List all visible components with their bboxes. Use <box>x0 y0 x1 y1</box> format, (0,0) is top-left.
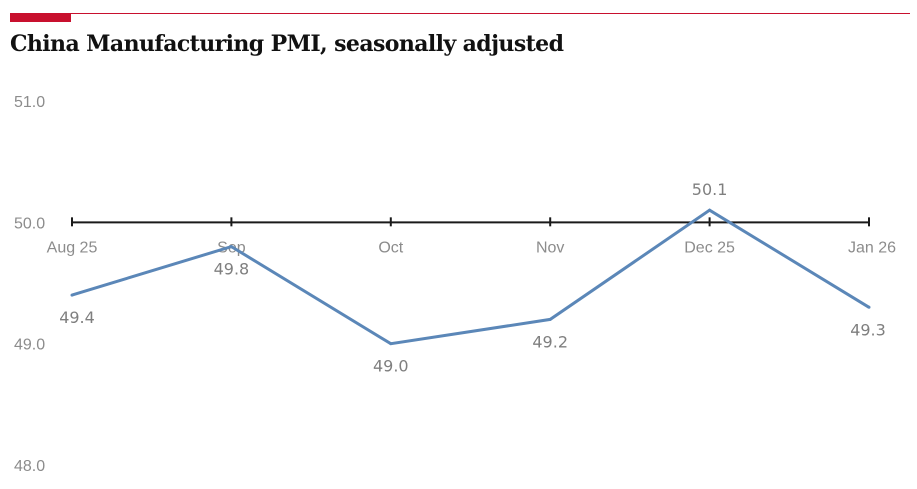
accent-bar <box>10 13 71 22</box>
y-tick-label: 48.0 <box>14 458 45 475</box>
top-rule <box>10 13 910 14</box>
data-label: 49.4 <box>59 308 95 327</box>
series-line <box>71 208 870 346</box>
chart-title: China Manufacturing PMI, seasonally adju… <box>10 31 564 57</box>
y-axis-labels: 51.0 50.0 49.0 48.0 <box>14 94 45 475</box>
data-point <box>229 245 233 249</box>
data-point <box>70 293 74 297</box>
y-tick-label: 51.0 <box>14 94 45 111</box>
x-tick-label: Jan 26 <box>848 239 896 256</box>
x-tick-label: Oct <box>378 239 403 256</box>
data-point <box>389 342 393 346</box>
data-point <box>548 317 552 321</box>
x-tick-label: Nov <box>536 239 564 256</box>
data-label: 50.1 <box>692 180 728 199</box>
x-tick-label: Aug 25 <box>47 239 98 256</box>
series-group <box>70 208 871 346</box>
baseline-axis <box>71 217 870 227</box>
data-labels: 49.4 49.8 49.0 49.2 50.1 49.3 <box>59 180 886 375</box>
data-label: 49.2 <box>532 332 568 351</box>
data-label: 49.3 <box>850 320 886 339</box>
data-label: 49.0 <box>373 357 409 376</box>
data-point <box>867 305 871 309</box>
y-tick-label: 49.0 <box>14 337 45 354</box>
x-tick-label: Dec 25 <box>684 239 735 256</box>
y-tick-label: 50.0 <box>14 215 45 232</box>
data-label: 49.8 <box>214 260 250 279</box>
data-point <box>708 208 712 212</box>
